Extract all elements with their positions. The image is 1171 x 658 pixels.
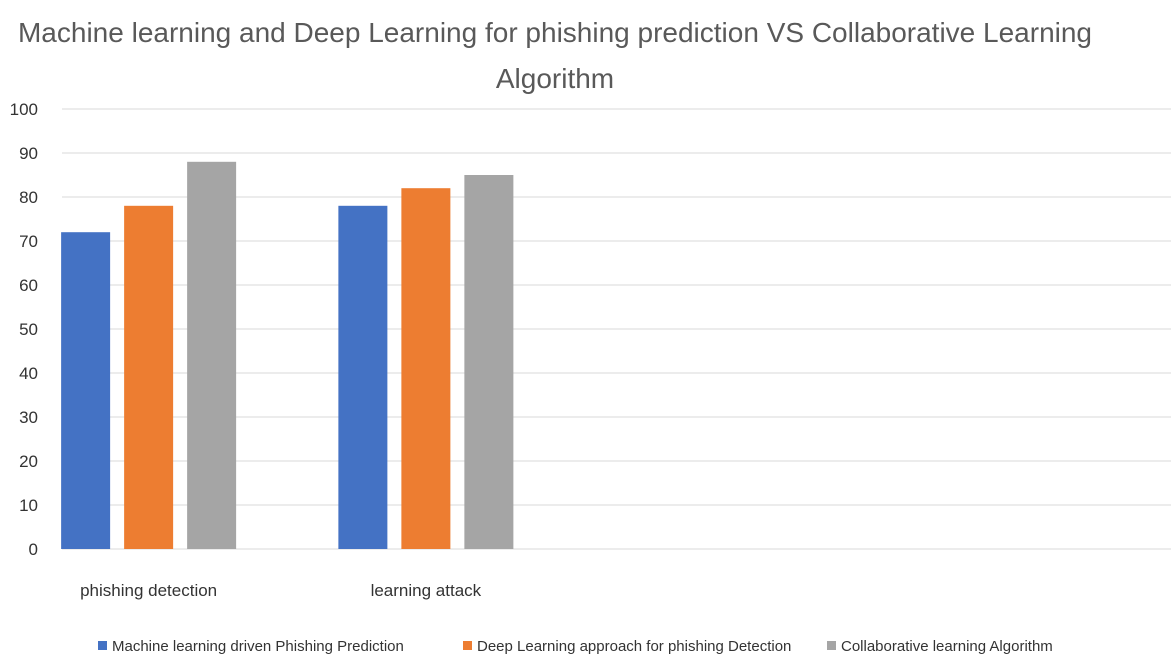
y-tick-label: 60 xyxy=(19,276,38,295)
y-axis-tick-labels: 0 10 20 30 40 50 60 70 80 90 100 xyxy=(10,100,38,559)
x-axis-category-labels: phishing detection learning attack xyxy=(80,581,482,600)
y-tick-label: 90 xyxy=(19,144,38,163)
bar-phishing-detection-series-2 xyxy=(124,205,174,550)
y-tick-label: 100 xyxy=(10,100,38,119)
chart-title-line-2: Algorithm xyxy=(496,63,614,94)
chart-title-group: Machine learning and Deep Learning for p… xyxy=(18,17,1092,94)
y-tick-label: 20 xyxy=(19,452,38,471)
gridlines xyxy=(62,108,1171,550)
bar-learning-attack-series-1 xyxy=(338,205,388,550)
y-tick-label: 10 xyxy=(19,496,38,515)
y-tick-label: 0 xyxy=(29,540,38,559)
legend-swatch-2 xyxy=(463,641,472,650)
legend-label-1: Machine learning driven Phishing Predict… xyxy=(112,638,404,655)
legend: Machine learning driven Phishing Predict… xyxy=(98,638,1053,655)
bar-phishing-detection-series-3 xyxy=(187,161,237,550)
chart-title-line-1: Machine learning and Deep Learning for p… xyxy=(18,17,1092,48)
y-tick-label: 30 xyxy=(19,408,38,427)
legend-swatch-3 xyxy=(827,641,836,650)
legend-label-3: Collaborative learning Algorithm xyxy=(841,638,1053,655)
y-tick-label: 40 xyxy=(19,364,38,383)
x-category-label: learning attack xyxy=(371,581,482,600)
bar-learning-attack-series-2 xyxy=(401,188,451,549)
legend-swatch-1 xyxy=(98,641,107,650)
y-tick-label: 80 xyxy=(19,188,38,207)
y-tick-label: 70 xyxy=(19,232,38,251)
legend-label-2: Deep Learning approach for phishing Dete… xyxy=(477,638,791,655)
bar-learning-attack-series-3 xyxy=(464,175,514,549)
x-category-label: phishing detection xyxy=(80,581,217,600)
bar-phishing-detection-series-1 xyxy=(61,232,111,549)
bars xyxy=(61,161,514,550)
y-tick-label: 50 xyxy=(19,320,38,339)
